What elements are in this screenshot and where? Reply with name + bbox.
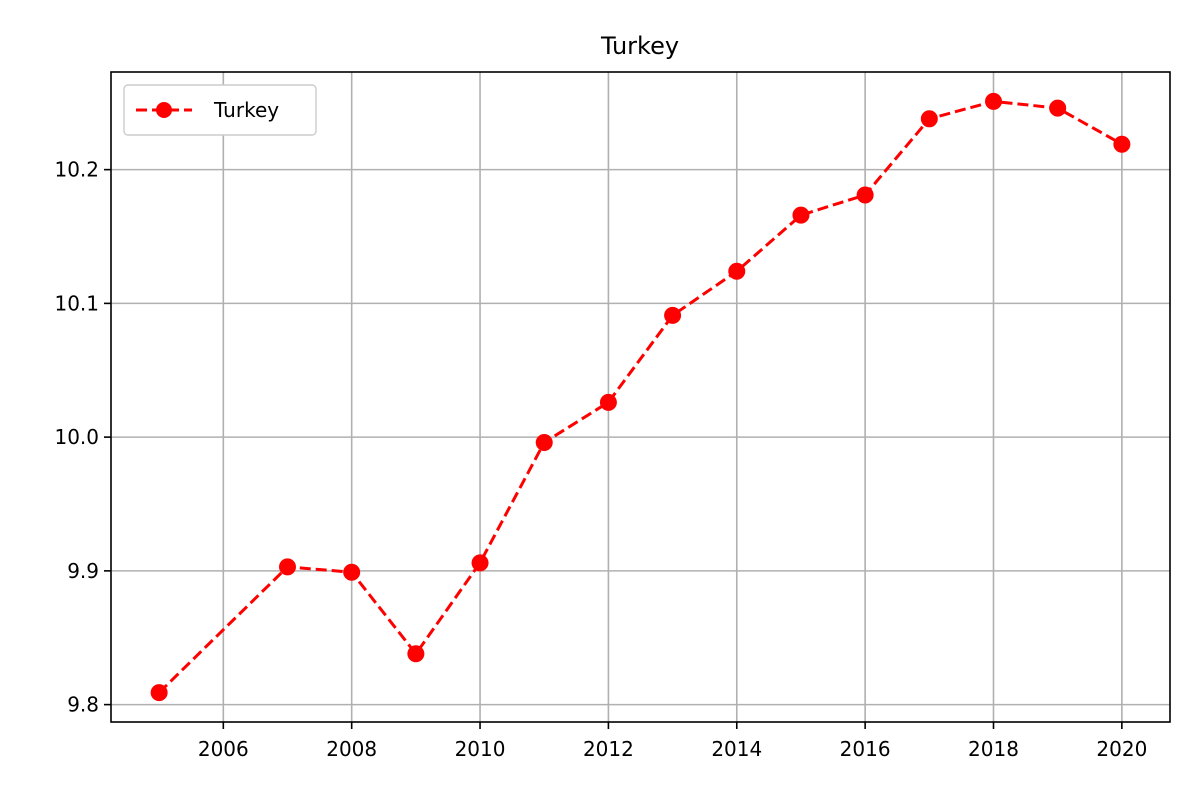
data-point xyxy=(471,554,489,572)
y-tick-label: 10.0 xyxy=(54,425,99,449)
x-tick-label: 2016 xyxy=(840,737,891,761)
data-point xyxy=(150,684,168,702)
x-tick-label: 2012 xyxy=(583,737,634,761)
data-point xyxy=(279,558,296,576)
x-tick-label: 2010 xyxy=(455,737,506,761)
data-point xyxy=(343,563,361,581)
data-point xyxy=(856,186,874,204)
data-point xyxy=(664,306,682,324)
data-point xyxy=(920,110,938,128)
data-point xyxy=(985,92,1002,110)
data-point xyxy=(728,262,746,280)
legend-marker-swatch xyxy=(156,102,172,118)
data-point xyxy=(407,645,425,663)
x-tick-label: 2014 xyxy=(711,737,762,761)
series-layer xyxy=(150,92,1131,702)
x-tick-label: 2020 xyxy=(1096,737,1147,761)
legend: Turkey xyxy=(123,84,317,136)
data-point xyxy=(1113,135,1131,153)
y-tick-label: 9.8 xyxy=(67,693,99,717)
legend-box xyxy=(123,84,317,136)
x-tick-label: 2018 xyxy=(968,737,1019,761)
data-point xyxy=(599,393,617,411)
x-tick-label: 2008 xyxy=(326,737,377,761)
x-tick-label: 2006 xyxy=(198,737,249,761)
data-point xyxy=(535,433,553,451)
axis-ticks: 2006 2008 2010 2012 2014 2016 2018 2020 9.8 9.9 10… xyxy=(54,158,1147,761)
plot-area-frame xyxy=(110,71,1171,723)
y-tick-label: 9.9 xyxy=(67,559,99,583)
y-tick-label: 10.2 xyxy=(54,158,99,182)
grid xyxy=(111,72,1170,722)
data-point xyxy=(792,206,810,224)
series-line xyxy=(158,99,1123,694)
legend-label: Turkey xyxy=(213,98,279,122)
y-tick-label: 10.1 xyxy=(54,291,99,315)
data-point xyxy=(1049,99,1067,117)
chart-title: Turkey xyxy=(600,32,679,60)
